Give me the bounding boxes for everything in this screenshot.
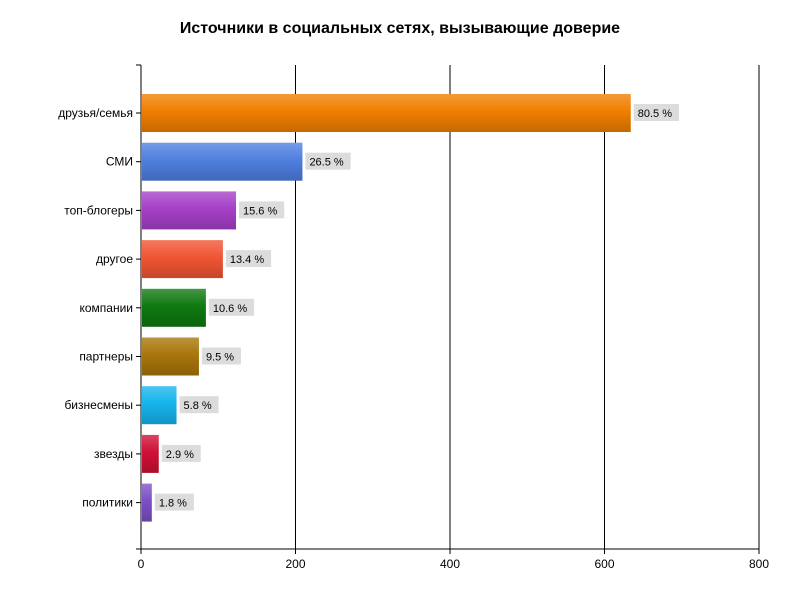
data-label-background <box>201 347 241 365</box>
category-label: друзья/семья <box>58 106 133 120</box>
data-label: 10.6 % <box>213 303 247 315</box>
data-label-background <box>239 201 285 219</box>
data-label: 26.5 % <box>309 157 343 169</box>
x-tick-label: 400 <box>440 557 460 571</box>
bar <box>142 94 631 132</box>
bar <box>142 142 303 181</box>
data-label: 13.4 % <box>230 254 264 266</box>
bar <box>142 288 206 327</box>
data-label: 5.8 % <box>184 400 212 412</box>
data-label: 9.5 % <box>206 352 234 364</box>
data-label-background <box>179 396 219 414</box>
data-label: 2.9 % <box>166 449 194 461</box>
data-label: 80.5 % <box>638 108 672 120</box>
chart-title: Источники в социальных сетях, вызывающие… <box>180 20 620 37</box>
x-tick-label: 200 <box>285 557 305 571</box>
bar <box>142 386 177 425</box>
category-label: звезды <box>94 447 133 461</box>
category-label: компании <box>79 301 133 315</box>
category-label: политики <box>82 496 133 510</box>
bar <box>142 191 237 230</box>
data-label: 15.6 % <box>243 205 277 217</box>
data-label-background <box>161 444 201 462</box>
category-label: топ-блогеры <box>64 203 133 217</box>
x-tick-label: 600 <box>594 557 614 571</box>
labels: 0 200 400 600 800 друзья/семья 80.5 % СМИ 26.5 %… <box>58 104 769 571</box>
bar <box>142 434 159 473</box>
data-label-background <box>154 493 194 511</box>
category-label: СМИ <box>106 155 133 169</box>
category-label: другое <box>96 252 133 266</box>
axes <box>136 64 760 554</box>
grid-lines <box>295 65 760 549</box>
category-label: бизнесмены <box>64 398 133 412</box>
x-tick-label: 0 <box>138 557 145 571</box>
bar <box>142 337 199 376</box>
bar <box>142 240 223 279</box>
data-label-background <box>208 298 255 316</box>
bars <box>142 94 631 522</box>
data-label-background <box>225 250 272 268</box>
data-label-background <box>305 152 351 170</box>
data-label: 1.8 % <box>159 498 187 510</box>
category-label: партнеры <box>79 350 133 364</box>
bar <box>142 483 152 522</box>
x-tick-label: 800 <box>749 557 769 571</box>
data-label-background <box>633 104 679 121</box>
